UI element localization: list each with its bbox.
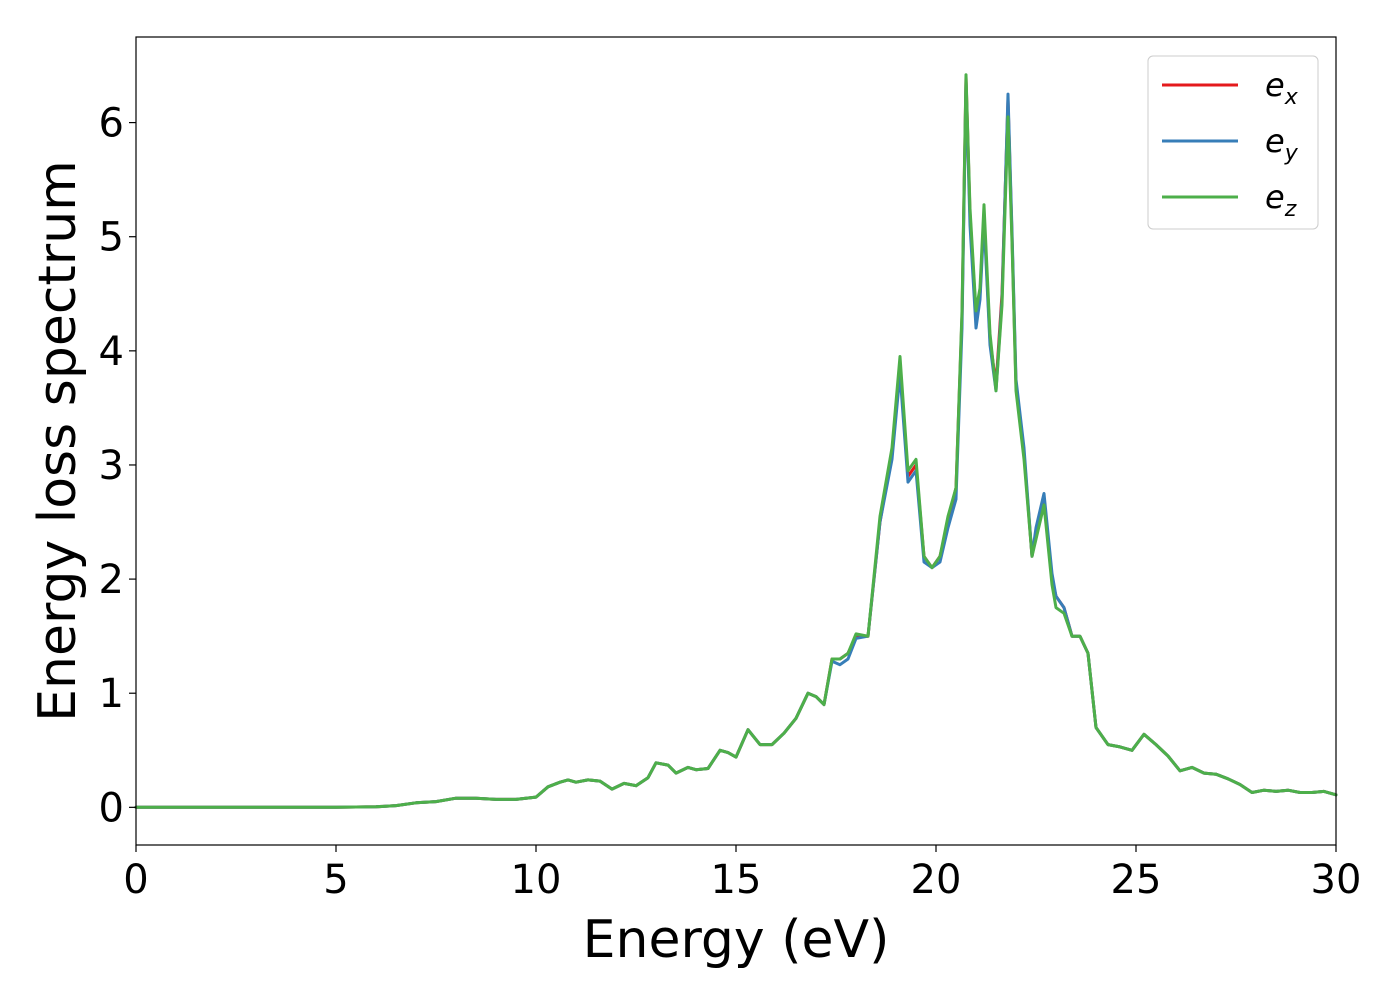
x-tick-label: 25 xyxy=(1111,857,1162,903)
y-tick-label: 1 xyxy=(99,671,124,717)
y-tick-label: 5 xyxy=(99,215,124,261)
series-lines xyxy=(134,73,1338,809)
x-tick-label: 20 xyxy=(911,857,962,903)
y-tick-label: 0 xyxy=(99,785,124,831)
legend-subscript: x xyxy=(1284,85,1299,110)
y-axis-title: Energy loss spectrum xyxy=(28,160,88,722)
y-tick-label: 3 xyxy=(99,443,124,489)
x-tick-label: 30 xyxy=(1311,857,1362,903)
x-tick-label: 0 xyxy=(123,857,148,903)
x-axis-ticks: 0 5 10 15 20 25 30 xyxy=(123,845,1361,903)
x-axis-title: Energy (eV) xyxy=(583,910,890,970)
series-line-e-z xyxy=(134,73,1338,809)
x-tick-label: 15 xyxy=(711,857,762,903)
x-tick-label: 5 xyxy=(323,857,348,903)
y-tick-label: 4 xyxy=(99,329,124,375)
y-tick-label: 6 xyxy=(99,101,124,147)
y-tick-label: 2 xyxy=(99,557,124,603)
legend-subscript: y xyxy=(1284,141,1299,166)
y-axis-ticks: 0 1 2 3 4 5 6 xyxy=(99,101,136,831)
legend-subscript: z xyxy=(1284,197,1297,222)
x-tick-label: 10 xyxy=(511,857,562,903)
